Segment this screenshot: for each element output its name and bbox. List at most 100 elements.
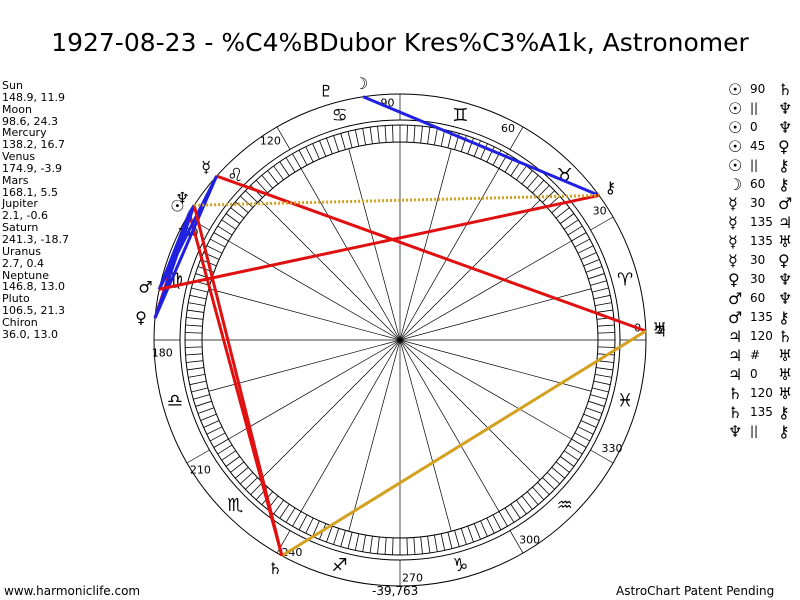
aspect-row: ☿ 135 ♃ — [728, 213, 798, 232]
degree-tick — [590, 394, 607, 400]
aspect-planet2-icon: ⚷ — [778, 156, 790, 175]
degree-tick — [369, 536, 373, 553]
aspect-planet2-icon: ♆ — [778, 99, 793, 118]
aspect-angle: 135 — [750, 215, 773, 229]
aspect-planet2-icon: ⚷ — [778, 422, 790, 441]
degree-tick — [406, 125, 408, 143]
aspect-planet1-icon: ☿ — [728, 194, 738, 213]
degree-tick — [185, 332, 203, 334]
aspect-row: ☉ 0 ♆ — [728, 118, 798, 137]
aspect-planet1-icon: ♄ — [728, 384, 743, 403]
aspect-planet2-icon: ♀ — [778, 137, 790, 156]
degree-tick — [593, 380, 611, 386]
aspect-planet1-icon: ☿ — [728, 213, 738, 232]
degree-tick — [305, 146, 314, 163]
aspect-planet1-icon: ☉ — [728, 99, 743, 118]
degree-tick — [420, 126, 423, 144]
degree-tick — [555, 207, 570, 219]
degree-tick — [340, 530, 346, 547]
aspect-angle: 135 — [750, 405, 773, 419]
planet-sun-icon: ☉ — [170, 197, 184, 216]
degree-tick — [546, 472, 561, 485]
degree-tick — [319, 140, 327, 157]
degree-tick — [186, 360, 204, 363]
degree-tick — [197, 407, 215, 414]
degree-tick — [473, 523, 481, 540]
planet-values-venus: 174.9, -3.9 — [2, 161, 62, 175]
degree-tick — [492, 514, 502, 531]
degree-tick — [195, 400, 212, 407]
degree-tick — [213, 232, 229, 242]
aspect-angle: 30 — [750, 272, 766, 286]
sign-cancer-icon: ♋ — [332, 105, 348, 126]
sign-pisces-icon: ♓ — [617, 390, 633, 411]
aspect-planet1-icon: ☿ — [728, 251, 738, 270]
aspect-angle: 30 — [750, 253, 766, 267]
aspect-planet1-icon: ☉ — [728, 137, 743, 156]
planet-name-uranus: Uranus — [2, 244, 41, 258]
sign-aries-icon: ♈ — [617, 270, 633, 291]
sign-divider — [509, 126, 524, 150]
degree-tick — [440, 533, 446, 551]
degree-tick — [427, 127, 431, 144]
degree-tick — [567, 444, 583, 455]
degree-tick — [583, 413, 600, 421]
degree-tick — [583, 259, 600, 267]
degree-tick — [333, 528, 340, 545]
degree-tick — [510, 503, 521, 519]
aspect-angle: 90 — [750, 82, 766, 96]
sign-divider — [509, 530, 524, 554]
degree-tick — [510, 161, 521, 177]
degree-label: 240 — [281, 546, 302, 559]
aspect-row: ☽ 60 ⚷ — [728, 175, 798, 194]
degree-tick — [559, 213, 575, 224]
aspect-planet2-icon: ⚷ — [778, 308, 790, 327]
degree-tick — [187, 367, 204, 371]
degree-tick — [185, 346, 203, 348]
degree-tick — [369, 127, 373, 144]
aspect-planet1-icon: ♂ — [728, 308, 743, 327]
footer-website: www.harmoniclife.com — [4, 584, 141, 598]
planet-name-jupiter: Jupiter — [2, 197, 38, 211]
degree-tick — [555, 461, 570, 473]
degree-tick — [413, 537, 416, 555]
sign-capricorn-icon: ♑ — [452, 555, 468, 576]
degree-tick — [467, 137, 474, 155]
planet-name-moon: Moon — [2, 102, 32, 116]
degree-tick — [362, 128, 367, 146]
aspect-row: ♂ 60 ♆ — [728, 289, 798, 308]
aspect-angle: 0 — [750, 120, 758, 134]
planet-name-venus: Venus — [2, 150, 36, 164]
degree-tick — [574, 238, 591, 248]
aspect-angle: 60 — [750, 291, 766, 305]
planet-values-uranus: 2.7, 0.4 — [2, 256, 44, 270]
sign-aquarius-icon: ♒ — [557, 495, 573, 516]
degree-tick — [585, 407, 603, 414]
degree-tick — [480, 520, 488, 537]
degree-tick — [392, 537, 394, 555]
planet-mars-icon: ♂ — [138, 277, 152, 296]
degree-tick — [188, 302, 206, 307]
degree-label: 180 — [152, 346, 173, 359]
aspect-row: ♃ 0 ♅ — [728, 365, 798, 384]
aspect-planet2-icon: ⚷ — [778, 175, 790, 194]
sign-sagittarius-icon: ♐ — [332, 555, 348, 576]
aspect-planet1-icon: ♃ — [728, 365, 743, 384]
aspect-angle: || — [750, 158, 759, 172]
aspect-angle: 120 — [750, 329, 773, 343]
aspect-planet2-icon: ♆ — [778, 270, 793, 289]
planet-jupiter-icon: ♃ — [653, 321, 667, 340]
degree-tick — [187, 309, 204, 313]
degree-tick — [571, 232, 587, 242]
planet-values-moon: 98.6, 24.3 — [2, 114, 58, 128]
degree-tick — [406, 537, 408, 555]
aspect-planet1-icon: ☉ — [728, 80, 743, 99]
planet-name-mars: Mars — [2, 173, 29, 187]
degree-tick — [384, 537, 387, 555]
aspect-planet2-icon: ♆ — [778, 118, 793, 137]
sign-divider — [590, 216, 614, 231]
aspect-planet1-icon: ♄ — [728, 403, 743, 422]
degree-tick — [521, 495, 533, 510]
degree-tick — [347, 131, 353, 148]
